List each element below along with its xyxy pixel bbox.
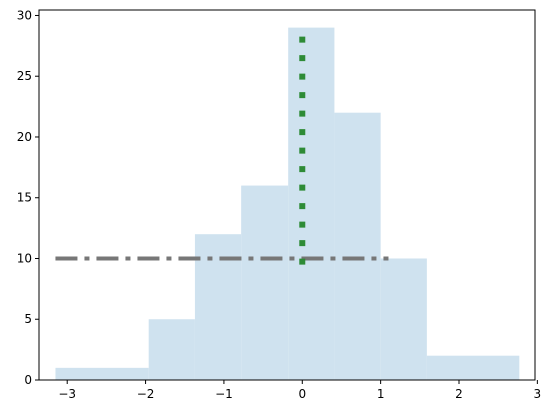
x-tick-label: 3 [534, 387, 542, 401]
y-tick-label: 25 [17, 69, 32, 83]
y-axis: 0 5 10 15 20 25 30 [17, 8, 39, 387]
x-axis: −3 −2 −1 0 1 2 3 [58, 380, 541, 401]
x-tick-label: −2 [137, 387, 155, 401]
y-tick-label: 0 [24, 373, 32, 387]
x-tick-label: 1 [377, 387, 385, 401]
histogram-bar-5 [334, 112, 381, 381]
plot-frame [38, 9, 536, 381]
x-tick-label: −3 [58, 387, 76, 401]
histogram-bar-0 [55, 367, 149, 380]
y-tick-label: 5 [24, 312, 32, 326]
y-tick-label: 30 [17, 8, 32, 22]
histogram-bar-1 [148, 319, 195, 380]
x-tick-label: 0 [298, 387, 306, 401]
reference-lines [55, 27, 389, 265]
y-tick-label: 10 [17, 251, 32, 265]
x-tick-label: 2 [455, 387, 463, 401]
histogram-bars [55, 27, 520, 381]
y-tick-label: 15 [17, 191, 32, 205]
histogram-bar-4 [288, 27, 335, 380]
y-tick-label: 20 [17, 130, 32, 144]
histogram-bar-2 [194, 234, 242, 380]
histogram-bar-7 [426, 355, 520, 380]
x-tick-label: −1 [215, 387, 233, 401]
histogram-bar-6 [380, 258, 427, 380]
histogram-bar-3 [241, 185, 289, 380]
